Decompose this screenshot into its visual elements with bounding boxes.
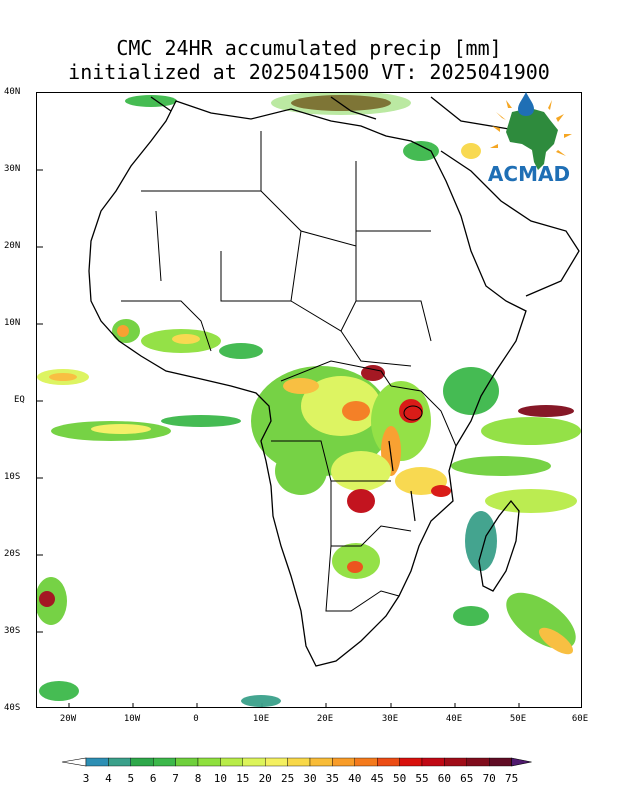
colorbar-tick-label: 4 — [105, 772, 112, 785]
europe-coastline — [150, 96, 522, 132]
colorbar-right-arrow — [511, 757, 532, 767]
colorbar-swatch — [175, 757, 199, 767]
colorbar-tick-label: 35 — [326, 772, 339, 785]
precip-map — [36, 92, 582, 708]
lon-label-40e: 40E — [445, 714, 463, 724]
colorbar-tick-label: 60 — [438, 772, 451, 785]
africa-map-canvas — [37, 93, 581, 707]
lon-label-10e: 10E — [252, 714, 270, 724]
colorbar-swatch — [332, 757, 355, 767]
colorbar-tick-label: 75 — [505, 772, 518, 785]
colorbar-tick-label: 8 — [195, 772, 202, 785]
lon-label-0: 0 — [193, 714, 199, 724]
lon-label-20w: 20W — [59, 714, 77, 724]
colorbar-swatch — [444, 757, 467, 767]
colorbar-swatch — [377, 757, 400, 767]
madagascar-coastline — [478, 499, 520, 592]
colorbar-swatch — [85, 757, 109, 767]
water-drop-icon — [518, 92, 534, 116]
colorbar-swatch — [421, 757, 445, 767]
lake-tanganyika — [388, 440, 394, 472]
colorbar-tick-label: 25 — [281, 772, 294, 785]
colorbar-swatch — [354, 757, 378, 767]
lon-label-10w: 10W — [123, 714, 141, 724]
colorbar-swatch — [287, 757, 311, 767]
colorbar-tick-label: 7 — [172, 772, 179, 785]
colorbar-swatch — [108, 757, 132, 767]
colorbar-tick-label: 5 — [127, 772, 134, 785]
colorbar-swatch — [152, 757, 176, 767]
colorbar-swatch — [220, 757, 243, 767]
colorbar-swatch — [399, 757, 423, 767]
colorbar-tick-label: 30 — [303, 772, 316, 785]
colorbar-tick-label: 45 — [371, 772, 384, 785]
lon-label-60e: 60E — [571, 714, 589, 724]
lat-label-20s: 20S — [4, 549, 21, 559]
lat-label-20n: 20N — [4, 241, 21, 251]
colorbar-tick-label: 10 — [214, 772, 227, 785]
colorbar-tick-label: 50 — [393, 772, 406, 785]
sun-rays-icon — [490, 100, 572, 156]
precip-colorbar: 3 4 5 6 7 8 10 15 20 25 30 35 40 45 50 55 60 65 70 75 — [61, 757, 532, 785]
colorbar-tick-label: 20 — [259, 772, 272, 785]
lat-label-10s: 10S — [4, 472, 21, 482]
lon-label-30e: 30E — [381, 714, 399, 724]
colorbar-tick-label: 40 — [348, 772, 361, 785]
lake-malawi — [410, 490, 416, 522]
colorbar-swatch — [242, 757, 266, 767]
acmad-logo — [490, 92, 572, 170]
lat-label-10n: 10N — [4, 318, 21, 328]
colorbar-tick-label: 3 — [83, 772, 90, 785]
precip-shading — [37, 93, 581, 707]
colorbar-swatch — [197, 757, 221, 767]
lon-label-50e: 50E — [509, 714, 527, 724]
acmad-logo-text: ACMAD — [487, 162, 571, 186]
africa-silhouette-icon — [506, 108, 558, 170]
lat-label-30n: 30N — [4, 164, 21, 174]
lat-label-eq: EQ — [14, 395, 25, 405]
africa-coastline — [88, 100, 527, 667]
map-title-line-2: initialized at 2025041500 VT: 2025041900 — [68, 60, 550, 84]
lon-label-20e: 20E — [316, 714, 334, 724]
colorbar-tick-label: 55 — [415, 772, 428, 785]
colorbar-tick-label: 65 — [460, 772, 473, 785]
colorbar-swatch — [130, 757, 154, 767]
colorbar-left-arrow — [61, 757, 87, 767]
colorbar-tick-label: 70 — [483, 772, 496, 785]
axis-ticks — [37, 169, 520, 707]
colorbar-swatch — [309, 757, 333, 767]
colorbar-tick-label: 6 — [150, 772, 157, 785]
colorbar-swatch — [489, 757, 512, 767]
country-borders — [121, 131, 457, 612]
colorbar-swatch — [466, 757, 490, 767]
lat-label-30s: 30S — [4, 626, 21, 636]
lake-victoria — [403, 405, 423, 421]
colorbar-swatch — [264, 757, 288, 767]
colorbar-tick-label: 15 — [236, 772, 249, 785]
arabia-coastline — [440, 150, 580, 297]
map-title-line-1: CMC 24HR accumulated precip [mm] — [116, 36, 502, 60]
lat-label-40s: 40S — [4, 703, 21, 713]
lat-label-40n: 40N — [4, 87, 21, 97]
